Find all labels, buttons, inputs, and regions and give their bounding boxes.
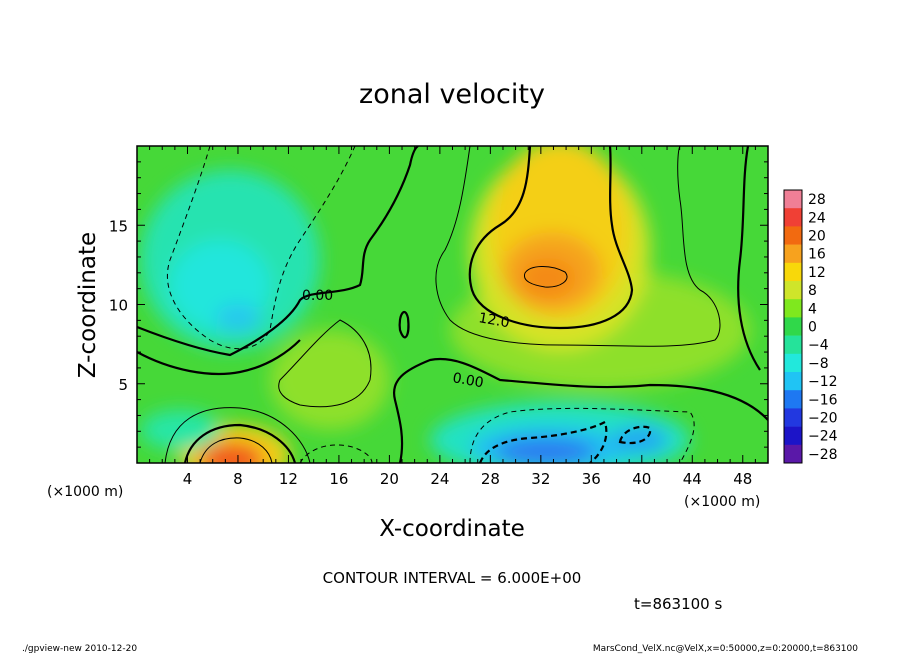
y-ticks xyxy=(137,161,768,448)
colorbar-swatch xyxy=(784,226,802,245)
contour-lines xyxy=(137,146,768,463)
field-surface-westerly-core xyxy=(200,442,264,463)
x-axis-label: X-coordinate xyxy=(379,516,525,542)
contour-zero-central xyxy=(392,357,768,463)
footer-left: ./gpview-new 2010-12-20 xyxy=(22,644,137,654)
colorbar-swatch xyxy=(784,335,802,355)
x-tick-labels: 4 8 12 16 20 24 28 32 36 40 44 48 xyxy=(183,470,753,488)
x-tick-label: 40 xyxy=(632,470,651,488)
colorbar-swatch xyxy=(784,317,802,336)
x-tick-label: 12 xyxy=(279,470,298,488)
contour-zero-upper-left xyxy=(137,146,419,357)
colorbar-swatch xyxy=(784,353,802,373)
time-text: t=863100 s xyxy=(634,595,722,613)
colorbar-label: 0 xyxy=(808,320,817,336)
x-tick-label: 20 xyxy=(380,470,399,488)
y-tick-labels: 5 10 15 xyxy=(109,217,128,394)
x-tick-label: 4 xyxy=(183,470,193,488)
field-surface-easterly-core xyxy=(495,438,595,463)
contour-label-twelve: 12.0 xyxy=(477,310,510,331)
colorbar-frame xyxy=(783,189,803,464)
field-easterly-lowleft xyxy=(140,410,220,450)
contour-label-layer: 0.00 12.0 0.00 xyxy=(302,288,511,391)
x-tick-label: 32 xyxy=(531,470,550,488)
colorbar-swatch xyxy=(784,244,802,264)
x-tick-label: 48 xyxy=(733,470,752,488)
colorbar-swatch xyxy=(784,299,802,318)
x-tick-label: 28 xyxy=(481,470,500,488)
colorbar-swatch xyxy=(784,408,802,427)
colorbar-label: −24 xyxy=(808,429,838,445)
field-easterly-upper-peak xyxy=(216,304,260,332)
colorbar-label: 12 xyxy=(808,265,826,281)
colorbar-label: −20 xyxy=(808,411,838,427)
x-tick-label: 16 xyxy=(329,470,348,488)
contour-zero-vertical-right xyxy=(737,146,761,371)
contour-label-zero-lower: 0.00 xyxy=(451,370,484,391)
colorbar-label: 4 xyxy=(808,301,817,317)
x-tick-label: 44 xyxy=(683,470,702,488)
x-tick-label: 36 xyxy=(582,470,601,488)
contour-interval-text: CONTOUR INTERVAL = 6.000E+00 xyxy=(323,569,582,587)
contour-neg12 xyxy=(478,420,608,463)
colorbar-label: 28 xyxy=(808,192,826,208)
contour-zero-surface-west xyxy=(183,423,297,463)
contour-pos6-upper xyxy=(435,146,721,347)
contour-neg6-surface xyxy=(469,407,695,463)
contour-neg6-upper xyxy=(166,146,356,350)
field-weak-westerly-left xyxy=(270,330,390,430)
contour-neg12-east xyxy=(618,425,652,445)
x-tick-label: 8 xyxy=(233,470,243,488)
footer-right: MarsCond_VelX.nc@VelX,x=0:50000,z=0:2000… xyxy=(593,644,858,654)
x-tick-label: 24 xyxy=(430,470,449,488)
contour-zero-lowleft xyxy=(137,339,301,376)
contour-pos6-mid xyxy=(278,319,372,408)
colorbar-swatch xyxy=(784,390,802,409)
colorbar: 28 24 20 16 12 8 4 0 −4 −8 −12 −16 −20 −24 −28 xyxy=(783,189,838,464)
colorbar-swatch xyxy=(784,426,802,446)
x-unit-label: (×1000 m) xyxy=(684,494,760,510)
colorbar-label: −12 xyxy=(808,374,838,390)
colorbar-label: 24 xyxy=(808,210,826,226)
contour-pos18-surface xyxy=(199,437,273,463)
contour-zero-small-blob xyxy=(398,311,410,339)
y-axis-label: Z-coordinate xyxy=(75,232,101,378)
colorbar-label: −28 xyxy=(808,447,838,463)
chart-title: zonal velocity xyxy=(359,79,545,110)
colorbar-label: −16 xyxy=(808,392,838,408)
colorbar-label: 8 xyxy=(808,283,817,299)
y-tick-label: 10 xyxy=(109,297,128,315)
contour-neg6-lowleft xyxy=(299,444,373,463)
y-unit-label: (×1000 m) xyxy=(47,484,123,500)
contour-pos12 xyxy=(468,146,634,330)
y-tick-label: 15 xyxy=(109,217,128,235)
colorbar-swatch xyxy=(784,444,802,464)
colorbar-swatch xyxy=(784,372,802,391)
colorbar-label: −4 xyxy=(808,338,829,354)
x-ticks xyxy=(149,146,756,463)
colorbar-label: −8 xyxy=(808,356,829,372)
colorbar-swatch xyxy=(784,281,802,300)
plot-area: 0.00 12.0 0.00 xyxy=(137,146,768,463)
colorbar-label: 20 xyxy=(808,229,826,245)
colorbar-swatch xyxy=(784,262,802,282)
y-tick-label: 5 xyxy=(118,376,128,394)
contour-label-zero-upper: 0.00 xyxy=(302,288,333,304)
colorbar-swatch xyxy=(784,190,802,209)
contour-pos18 xyxy=(523,266,568,288)
colorbar-label: 16 xyxy=(808,247,826,263)
field-jet-core xyxy=(520,258,576,298)
colorbar-swatch xyxy=(784,208,802,227)
contour-pos6-surface xyxy=(164,407,311,463)
